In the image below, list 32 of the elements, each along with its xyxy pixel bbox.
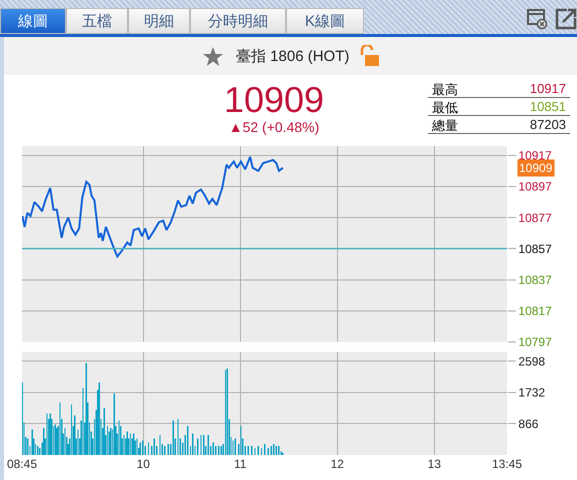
- text: K線圖: [286, 8, 364, 34]
- text: 10909: [519, 161, 553, 175]
- y-tick-label: 10837: [518, 272, 552, 287]
- x-tick-label: 13: [428, 457, 442, 471]
- y-tick-label: 2598: [518, 354, 546, 368]
- text: 臺指 1806 (HOT): [236, 47, 350, 66]
- text: 分時明細: [190, 8, 286, 34]
- x-tick-label: 10: [136, 457, 150, 471]
- x-tick-label: 13:45: [492, 457, 522, 471]
- text: 10851: [530, 99, 566, 114]
- text: 最高: [432, 81, 458, 99]
- text: 總量: [432, 117, 458, 135]
- y-tick-label: 10897: [518, 180, 552, 194]
- y-tick-label: 10797: [518, 335, 552, 350]
- y-tick-label: 10877: [518, 210, 552, 225]
- text: 87203: [530, 117, 566, 132]
- text: 五檔: [66, 8, 128, 34]
- text: 最低: [432, 99, 458, 117]
- text: ▲52 (+0.48%): [228, 119, 320, 135]
- y-tick-label: 10917: [518, 148, 552, 163]
- y-tick-label: 1732: [518, 386, 546, 400]
- x-tick-label: 11: [234, 457, 247, 471]
- x-tick-label: 12: [330, 457, 344, 471]
- text: 10917: [530, 81, 566, 96]
- text: 明細: [128, 8, 190, 34]
- text: 10909: [224, 79, 324, 120]
- line-series: [22, 156, 284, 258]
- text: 線圖: [0, 8, 66, 34]
- y-tick-label: 10857: [518, 242, 552, 256]
- y-tick-label: 10817: [518, 304, 552, 318]
- x-tick-label: 08:45: [6, 457, 38, 471]
- y-tick-label: 866: [518, 416, 539, 431]
